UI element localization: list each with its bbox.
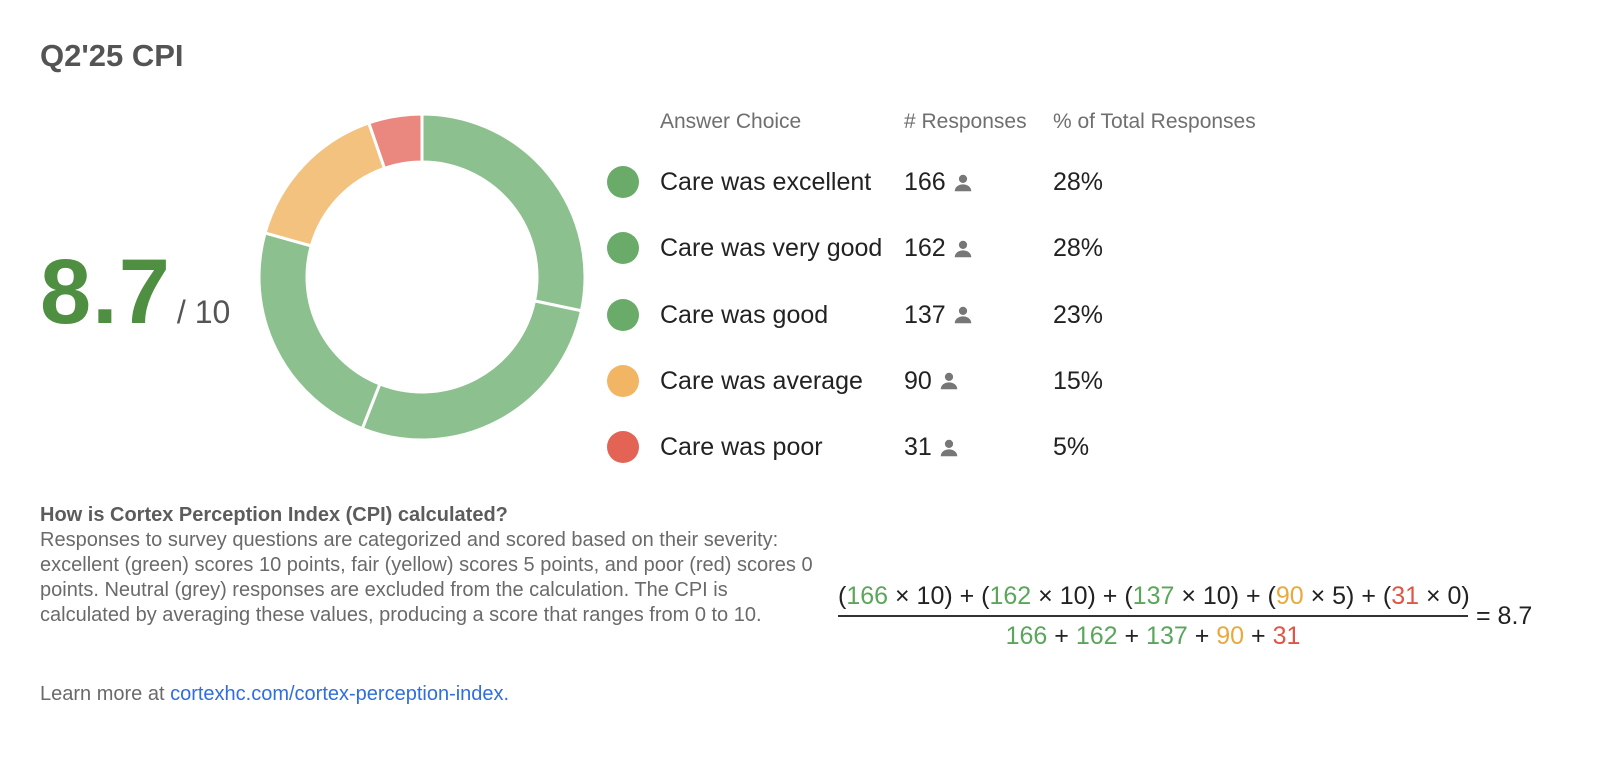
legend-percent: 28% [1053,168,1104,196]
legend-row: Care was good 137 23% [600,295,1320,335]
legend-swatch [607,431,639,464]
learn-more-link[interactable]: cortexhc.com/cortex-perception-index. [170,683,510,705]
header-answer-choice: Answer Choice [660,110,802,133]
legend-swatch [607,364,639,397]
legend-count-value: 31 [904,433,932,462]
formula-fraction-line [838,615,1468,617]
legend-label: Care was average [660,366,863,395]
donut-slice [420,112,587,313]
formula-count: 31 [1272,622,1301,650]
formula-paren: ( [838,582,847,610]
legend-percent: 5% [1053,433,1090,462]
legend-label: Care was good [660,300,829,329]
formula-multiplier: × 10) [1031,582,1096,610]
score-value: 8.7 [40,241,171,343]
legend-count: 90 [904,367,960,396]
formula-count: 166 [1005,622,1048,650]
formula-denominator: 166 + 162 + 137 + 90 + 31 [838,622,1468,651]
legend-count-value: 90 [904,366,932,395]
explanation-body: Responses to survey questions are catego… [40,529,813,626]
legend-percent: 23% [1053,300,1104,329]
donut-chart [257,112,587,442]
donut-slice [360,299,584,442]
formula-count: 31 [1391,582,1420,610]
formula-operator: + [1239,582,1268,610]
person-icon [952,238,974,260]
formula-operator: + [1244,622,1273,650]
explanation-heading: How is Cortex Perception Index (CPI) cal… [40,504,508,526]
formula-paren: ( [1382,582,1392,610]
score-denominator: / 10 [176,294,231,330]
legend-count: 166 [904,168,974,197]
formula-operator: + [952,582,982,610]
donut-slice [257,231,382,431]
formula-numerator: (166 × 10) + (162 × 10) + (137 × 10) + (… [838,582,1470,611]
formula-operator: + [1187,622,1217,650]
legend-swatch [607,166,639,198]
legend-swatch [607,232,639,265]
formula-count: 166 [846,582,889,610]
formula-count: 90 [1275,582,1304,610]
legend-label: Care was excellent [660,168,872,196]
formula-multiplier: × 0) [1419,582,1470,610]
learn-more: Learn more at cortexhc.com/cortex-percep… [40,683,509,706]
cpi-score: 8.7/ 10 [40,240,230,345]
page-title: Q2'25 CPI [40,38,184,73]
legend-count-value: 137 [904,300,946,329]
legend-row: Care was poor 31 5% [600,427,1320,467]
formula-operator: + [1117,622,1147,650]
formula-result: = 8.7 [1476,602,1533,630]
formula-multiplier: × 10) [888,582,953,610]
legend-row: Care was excellent 166 28% [600,162,1320,202]
formula-count: 162 [1075,622,1118,650]
formula-multiplier: × 10) [1174,582,1240,610]
header-percent: % of Total Responses [1053,110,1256,133]
legend-percent: 15% [1053,366,1104,395]
legend-row: Care was very good 162 28% [600,228,1320,268]
formula-paren: ( [1267,582,1276,610]
legend-count-value: 166 [904,168,946,196]
formula-paren: ( [1124,582,1133,610]
formula-operator: + [1354,582,1383,610]
formula-count: 137 [1146,622,1188,650]
cpi-formula: (166 × 10) + (162 × 10) + (137 × 10) + (… [838,578,1558,658]
learn-more-prefix: Learn more at [40,683,171,705]
legend-count: 31 [904,433,960,462]
cpi-explanation: How is Cortex Perception Index (CPI) cal… [40,503,820,628]
formula-multiplier: × 5) [1303,582,1355,610]
person-icon [952,304,974,326]
header-responses: # Responses [904,110,1027,133]
legend-label: Care was poor [660,433,823,462]
person-icon [938,370,960,392]
legend-count: 137 [904,301,974,330]
legend-count: 162 [904,234,974,263]
formula-count: 162 [989,582,1032,610]
legend-label: Care was very good [660,234,883,263]
donut-slice [263,121,387,248]
legend-percent: 28% [1053,234,1104,263]
formula-count: 137 [1132,582,1175,610]
person-icon [952,172,974,194]
formula-operator: + [1047,622,1076,650]
formula-operator: + [1095,582,1125,610]
legend-swatch [607,298,639,331]
donut-slice [366,112,424,171]
formula-count: 90 [1216,622,1245,650]
formula-paren: ( [981,582,990,610]
legend-row: Care was average 90 15% [600,361,1320,401]
person-icon [938,437,960,459]
legend-count-value: 162 [904,234,946,263]
